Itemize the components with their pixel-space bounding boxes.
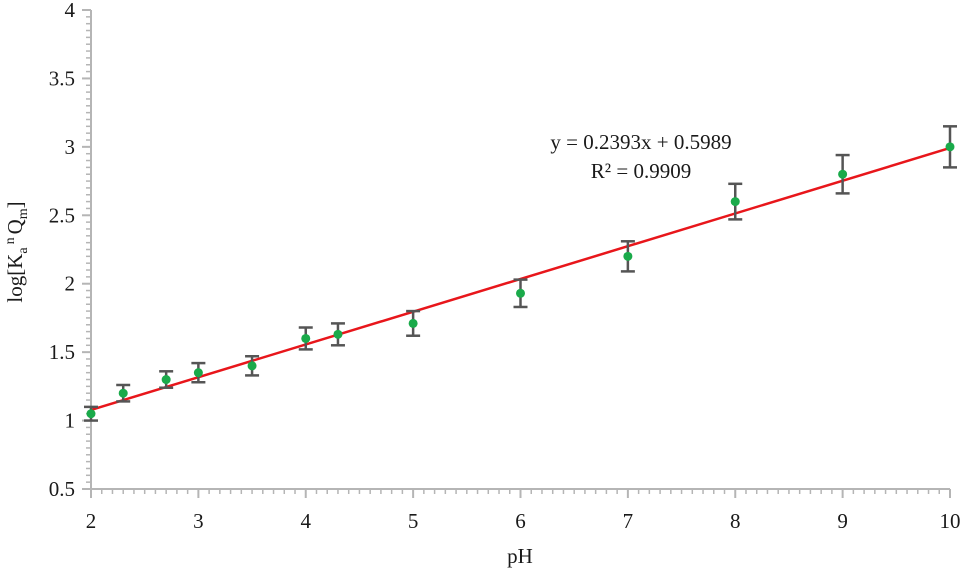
y-tick-label: 4 bbox=[65, 0, 76, 22]
data-point bbox=[193, 368, 203, 378]
y-tick-label: 2.5 bbox=[49, 203, 75, 227]
x-tick-label: 9 bbox=[837, 509, 848, 533]
y-tick-label: 3 bbox=[65, 135, 76, 159]
data-point bbox=[301, 333, 311, 343]
y-tick-label: 3.5 bbox=[49, 66, 75, 90]
y-axis-title-sub-m: m bbox=[16, 208, 31, 219]
data-point bbox=[118, 388, 128, 398]
data-point bbox=[516, 288, 525, 298]
y-axis-title: log[KanQm] bbox=[3, 201, 31, 302]
data-point bbox=[623, 251, 633, 261]
y-tick-label: 1.5 bbox=[49, 340, 75, 364]
data-point bbox=[247, 361, 257, 371]
trendline-equation: y = 0.2393x + 0.5989 bbox=[550, 130, 731, 154]
y-axis-title-base: log[K bbox=[3, 254, 27, 303]
data-points bbox=[86, 142, 955, 419]
x-tick-label: 3 bbox=[193, 509, 204, 533]
data-point bbox=[945, 142, 955, 152]
y-tick-label: 1 bbox=[65, 409, 76, 433]
x-tick-label: 8 bbox=[730, 509, 741, 533]
x-axis-ticks: 2 3 4 5 6 7 8 9 10 bbox=[86, 489, 961, 533]
x-tick-label: 7 bbox=[623, 509, 634, 533]
y-tick-label: 2 bbox=[65, 272, 76, 296]
data-point bbox=[838, 169, 848, 179]
trendline-r-squared: R² = 0.9909 bbox=[591, 159, 691, 183]
data-point bbox=[730, 197, 740, 207]
axes bbox=[90, 10, 950, 490]
x-tick-label: 4 bbox=[301, 509, 312, 533]
y-axis-title-sub-a: a bbox=[16, 247, 31, 254]
x-tick-label: 2 bbox=[86, 509, 97, 533]
y-axis-title-q: Q bbox=[3, 219, 27, 234]
x-tick-label: 5 bbox=[408, 509, 419, 533]
y-axis-title-end: ] bbox=[3, 201, 27, 208]
x-tick-label: 6 bbox=[515, 509, 526, 533]
y-axis-title-sup-n: n bbox=[3, 237, 18, 244]
y-tick-label: 0.5 bbox=[49, 477, 75, 501]
y-axis-ticks: 0.5 1 1.5 2 2.5 3 3.5 4 bbox=[49, 0, 91, 501]
data-point bbox=[333, 329, 343, 339]
x-tick-label: 10 bbox=[940, 509, 961, 533]
data-point bbox=[161, 375, 171, 385]
data-point bbox=[408, 318, 418, 328]
data-point bbox=[86, 409, 96, 419]
x-axis-title: pH bbox=[507, 544, 533, 568]
error-bars bbox=[84, 125, 957, 422]
